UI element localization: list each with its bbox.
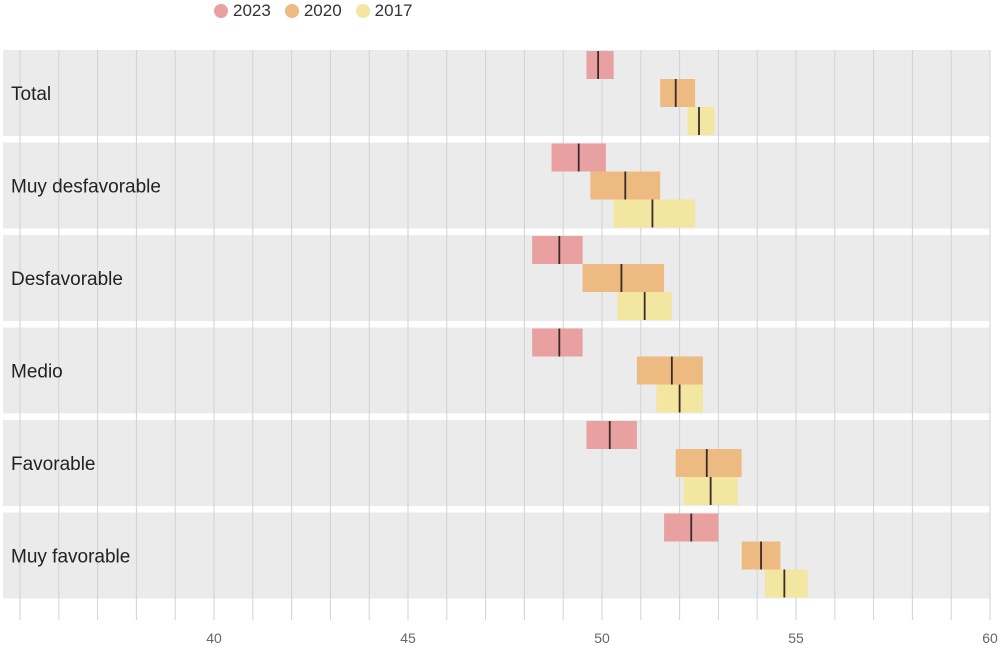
interval-box-2020 (675, 449, 742, 477)
legend-item-2017: 2017 (355, 1, 413, 21)
legend-label: 2017 (374, 1, 413, 20)
interval-box-2020 (582, 264, 665, 292)
legend-label: 2020 (303, 1, 342, 20)
category-label: Desfavorable (11, 269, 123, 290)
interval-box-2017 (764, 569, 808, 598)
interval-box-2023 (586, 421, 637, 449)
legend-swatch (284, 4, 299, 18)
legend-label: 2023 (233, 1, 271, 20)
row-band (3, 235, 990, 321)
interval-box-2023 (532, 236, 583, 264)
legend-item-2023: 2023 (214, 1, 271, 21)
row-band (3, 142, 990, 229)
interval-box-2020 (660, 79, 696, 107)
x-tick-label: 55 (788, 630, 804, 646)
row-band (3, 512, 990, 599)
interval-box-2020 (636, 356, 703, 385)
category-label: Muy favorable (11, 547, 130, 568)
x-tick-label: 40 (206, 630, 222, 646)
category-label: Muy desfavorable (11, 177, 161, 198)
row-band (3, 50, 990, 136)
interval-box-2017 (687, 107, 715, 135)
row-band (3, 327, 990, 414)
interval-box-2023 (532, 328, 583, 357)
legend-item-2020: 2020 (284, 1, 342, 21)
x-tick-label: 50 (594, 630, 610, 646)
interval-box-2023 (586, 51, 614, 79)
interval-box-2017 (613, 199, 696, 228)
legend: 2023 2020 2017 (214, 1, 412, 21)
category-label: Medio (11, 362, 63, 383)
row-band (3, 420, 990, 506)
category-label: Total (11, 84, 51, 105)
x-tick-label: 45 (400, 630, 416, 646)
category-label: Favorable (11, 454, 96, 475)
legend-swatch (355, 4, 370, 18)
x-tick-label: 60 (982, 630, 998, 646)
legend-swatch (214, 4, 228, 18)
